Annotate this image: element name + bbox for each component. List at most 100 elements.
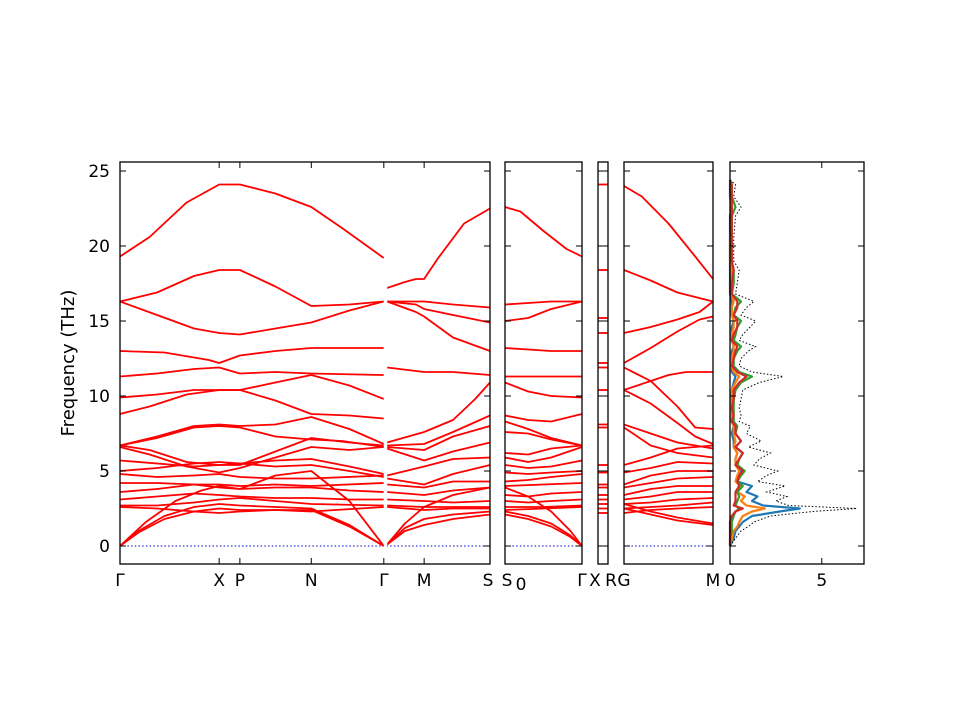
phonon-band: [387, 486, 491, 496]
path-label: G: [617, 571, 630, 591]
y-tick-label: 0: [99, 537, 110, 557]
phonon-band: [504, 486, 583, 547]
path-label: M: [417, 571, 432, 591]
phonon-band: [120, 482, 384, 487]
phonon-band: [119, 183, 385, 259]
path-label: X: [213, 571, 225, 591]
phonon-band: [387, 414, 491, 447]
phonon-band: [504, 300, 582, 306]
phonon-band: [623, 444, 714, 466]
phonon-band: [504, 446, 583, 463]
phonon-band: [623, 470, 713, 486]
path-label: R: [605, 571, 617, 591]
phonon-band: [119, 503, 385, 547]
y-tick-label: 5: [99, 462, 110, 482]
phonon-band: [119, 446, 384, 474]
phonon-band: [386, 464, 491, 486]
phonon-band: [119, 492, 384, 501]
phonon-band: [504, 347, 582, 352]
phonon-band: [119, 347, 384, 364]
dos-x-tick-label: 5: [816, 571, 827, 591]
path-discontinuity: [383, 163, 388, 563]
phonon-band: [387, 425, 491, 451]
path-label: M: [706, 571, 721, 591]
phonon-band: [623, 461, 714, 474]
phonon-band: [119, 416, 385, 447]
phonon-band: [504, 381, 583, 399]
phonon-band: [504, 482, 583, 487]
phonon-band: [623, 485, 713, 496]
phonon-band: [119, 300, 385, 336]
path-label: X: [589, 571, 601, 591]
phonon-band: [120, 497, 384, 507]
phonon-band: [386, 510, 491, 546]
phonon-band: [504, 498, 583, 504]
phonon-band: [119, 389, 384, 420]
phonon-band: [623, 503, 714, 525]
phonon-band: [623, 476, 714, 489]
phonon-band: [623, 185, 714, 280]
y-tick-label: 10: [88, 387, 110, 407]
phonon-band: [386, 513, 491, 546]
phonon-band: [386, 207, 491, 289]
path-label-subscript: 0: [516, 575, 527, 595]
path-label: S: [502, 571, 513, 591]
phonon-band: [119, 507, 385, 547]
phonon-band: [387, 300, 491, 324]
phonon-band: [623, 366, 714, 430]
phonon-band: [386, 486, 491, 546]
phonon-band: [387, 480, 490, 489]
phonon-band: [623, 507, 714, 526]
dos-partial-4: [728, 179, 748, 546]
phonon-band: [387, 300, 491, 309]
phonon-band: [504, 206, 583, 258]
y-tick-label: 25: [88, 162, 110, 182]
phonon-band: [119, 470, 385, 547]
phonon-band: [387, 506, 490, 511]
dos-x-tick-label: 0: [725, 571, 736, 591]
phonon-band: [623, 423, 714, 450]
y-tick-label: 15: [88, 312, 110, 332]
phonon-band: [623, 269, 714, 303]
phonon-band: [387, 504, 490, 508]
path-label: Γ: [379, 571, 389, 591]
phonon-band: [504, 413, 583, 423]
path-label: P: [235, 571, 245, 591]
y-tick-label: 20: [88, 237, 110, 257]
path-label: S: [483, 571, 494, 591]
panel-frame: [597, 161, 609, 565]
phonon-band: [119, 437, 384, 466]
phonon-band: [504, 431, 583, 447]
panel-frame: [504, 161, 583, 565]
phonon-band: [386, 366, 491, 376]
phonon-band: [623, 491, 713, 501]
phonon-band: [504, 473, 583, 483]
phonon-band: [504, 300, 583, 322]
phonon-band: [386, 381, 491, 444]
phonon-band: [623, 389, 714, 445]
panel-frame: [119, 161, 491, 565]
phonon-band: [623, 300, 714, 334]
phonon-band: [504, 470, 583, 475]
phonon-band: [504, 513, 583, 547]
phonon-band: [504, 491, 583, 498]
path-label: N: [305, 571, 318, 591]
y-axis-title: Frequency (THz): [58, 290, 79, 437]
dos-frame: [729, 161, 865, 565]
path-label: Γ: [115, 571, 125, 591]
phonon-band: [386, 456, 491, 477]
phonon-band: [504, 506, 583, 511]
phonon-band: [623, 371, 713, 391]
phonon-band: [623, 426, 714, 459]
phonon-band: [504, 444, 583, 456]
phonon-band: [386, 441, 491, 462]
phonon-band: [119, 269, 384, 307]
panel-frame: [623, 161, 714, 565]
